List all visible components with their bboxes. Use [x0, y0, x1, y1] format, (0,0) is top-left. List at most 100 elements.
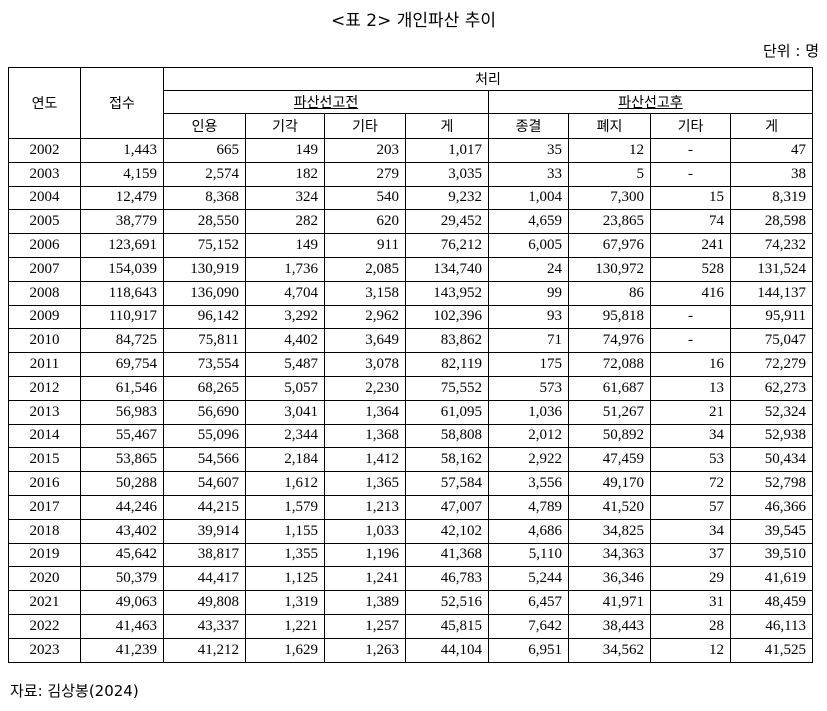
value-cell: 203 — [324, 138, 406, 163]
value-cell: 911 — [324, 233, 406, 258]
header-cell: 기타 — [650, 113, 731, 139]
value-cell: 1,319 — [245, 590, 325, 615]
header-cell: 접수 — [80, 67, 164, 139]
table-row: 2005 38,779 28,550 282 620 29,452 4,659 23,865 7… — [8, 209, 814, 235]
value-cell: 75,047 — [729, 328, 814, 354]
value-cell: 5,110 — [488, 542, 569, 568]
value-cell: 67,976 — [568, 233, 651, 258]
table-row: 2017 44,246 44,215 1,579 1,213 47,007 4,789 41,… — [8, 494, 814, 520]
value-cell: 54,607 — [163, 471, 246, 496]
value-cell: 43,402 — [80, 518, 164, 544]
value-cell: 282 — [245, 209, 325, 235]
value-cell: 144,137 — [729, 280, 814, 306]
value-cell: 1,213 — [324, 494, 406, 520]
year-cell: 2021 — [8, 590, 81, 615]
header-text: 파산선고전 — [293, 95, 359, 111]
value-cell: 50,434 — [729, 447, 814, 473]
table-row: 2010 84,725 75,811 4,402 3,649 83,862 71 74,976… — [8, 328, 814, 354]
value-cell: 47,459 — [568, 447, 651, 473]
header-cell: 파산선고전 — [163, 90, 489, 114]
value-cell: 8,319 — [729, 185, 814, 211]
value-cell: 74,232 — [729, 233, 814, 258]
value-cell: 95,911 — [729, 304, 814, 330]
value-cell: 50,379 — [80, 566, 164, 592]
value-cell: 41,971 — [568, 590, 651, 615]
value-cell: 149 — [245, 138, 325, 163]
table-row: 2002 1,443 665 149 203 1,017 35 12-47 — [8, 138, 814, 163]
value-cell: 44,417 — [163, 566, 246, 592]
value-cell: 1,033 — [324, 518, 406, 544]
value-cell: 72,088 — [568, 352, 651, 377]
value-cell: 86 — [568, 280, 651, 306]
value-cell: 13 — [650, 375, 731, 401]
value-cell: 44,104 — [405, 637, 489, 663]
value-cell: 4,704 — [245, 280, 325, 306]
bankruptcy-table: 연도 접수 처리 파산선고전 파산선고후 인용 기각 기타 게 종결 폐지 기타 게 2002… — [8, 67, 814, 663]
value-cell: 39,510 — [729, 542, 814, 568]
value-cell: 76,212 — [405, 233, 489, 258]
year-cell: 2003 — [8, 161, 81, 187]
value-cell: - — [650, 161, 731, 187]
value-cell: 62,273 — [729, 375, 814, 401]
value-cell: 56,690 — [163, 399, 246, 425]
value-cell: 1,196 — [324, 542, 406, 568]
value-cell: 1,355 — [245, 542, 325, 568]
value-cell: 136,090 — [163, 280, 246, 306]
value-cell: 1,221 — [245, 613, 325, 639]
value-cell: 1,736 — [245, 256, 325, 282]
value-cell: 96,142 — [163, 304, 246, 330]
value-cell: 2,230 — [324, 375, 406, 401]
value-cell: 34 — [650, 518, 731, 544]
value-cell: 16 — [650, 352, 731, 377]
value-cell: 28 — [650, 613, 731, 639]
value-cell: 71 — [488, 328, 569, 354]
value-cell: 58,808 — [405, 423, 489, 449]
value-cell: 24 — [488, 256, 569, 282]
year-cell: 2016 — [8, 471, 81, 496]
year-cell: 2013 — [8, 399, 81, 425]
value-cell: 72 — [650, 471, 731, 496]
header-cell: 기각 — [245, 113, 325, 139]
header-cell: 기타 — [324, 113, 406, 139]
value-cell: 1,241 — [324, 566, 406, 592]
value-cell: 1,579 — [245, 494, 325, 520]
value-cell: 9,232 — [405, 185, 489, 211]
year-cell: 2019 — [8, 542, 81, 568]
value-cell: 110,917 — [80, 304, 164, 330]
value-cell: 34,825 — [568, 518, 651, 544]
value-cell: 83,862 — [405, 328, 489, 354]
value-cell: 6,005 — [488, 233, 569, 258]
value-cell: 154,039 — [80, 256, 164, 282]
value-cell: 29 — [650, 566, 731, 592]
value-cell: 23,865 — [568, 209, 651, 235]
value-cell: 49,063 — [80, 590, 164, 615]
value-cell: 8,368 — [163, 185, 246, 211]
value-cell: 41,520 — [568, 494, 651, 520]
source-note: 자료: 김상봉(2024) — [10, 682, 139, 700]
value-cell: 175 — [488, 352, 569, 377]
table-row: 2011 69,754 73,554 5,487 3,078 82,119 175 72,08… — [8, 352, 814, 377]
year-cell: 2014 — [8, 423, 81, 449]
value-cell: 47 — [729, 138, 814, 163]
value-cell: 7,300 — [568, 185, 651, 211]
table-row: 2018 43,402 39,914 1,155 1,033 42,102 4,686 34,… — [8, 518, 814, 544]
table-row: 2015 53,865 54,566 2,184 1,412 58,162 2,922 47,… — [8, 447, 814, 473]
value-cell: 118,643 — [80, 280, 164, 306]
value-cell: 2,344 — [245, 423, 325, 449]
value-cell: 38,443 — [568, 613, 651, 639]
header-cell: 게 — [405, 113, 489, 139]
year-cell: 2012 — [8, 375, 81, 401]
year-cell: 2011 — [8, 352, 81, 377]
table-row: 2003 4,159 2,574 182 279 3,035 33 5-38 — [8, 161, 814, 187]
value-cell: 573 — [488, 375, 569, 401]
value-cell: 123,691 — [80, 233, 164, 258]
year-cell: 2004 — [8, 185, 81, 211]
value-cell: 46,783 — [405, 566, 489, 592]
year-cell: 2022 — [8, 613, 81, 639]
value-cell: 130,919 — [163, 256, 246, 282]
value-cell: 46,366 — [729, 494, 814, 520]
year-cell: 2015 — [8, 447, 81, 473]
table-row: 2008 118,643 136,090 4,704 3,158 143,952 99 86 4… — [8, 280, 814, 306]
value-cell: 1,368 — [324, 423, 406, 449]
